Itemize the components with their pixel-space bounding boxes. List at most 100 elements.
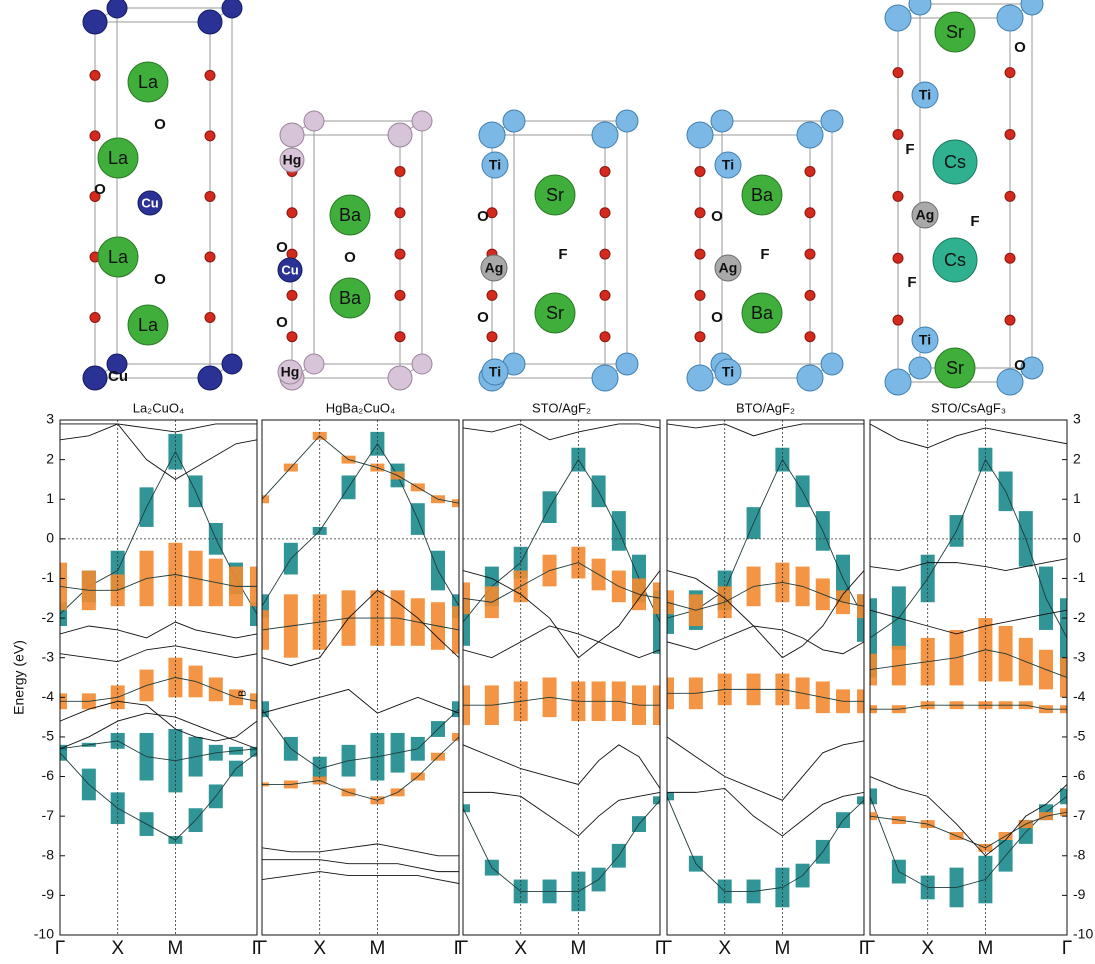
- plot-area: [456, 424, 667, 911]
- oxygen-atom: [205, 131, 215, 141]
- y-tick-label: 3: [46, 411, 54, 427]
- oxygen-atom: [395, 290, 405, 300]
- corner-atom: [885, 369, 911, 395]
- oxygen-atom: [1005, 315, 1015, 325]
- band: [463, 800, 660, 891]
- y-tick-label: -1: [1073, 569, 1086, 585]
- band: [870, 559, 1067, 571]
- atom-label: F: [760, 246, 769, 263]
- y-tick-label: -8: [1073, 846, 1086, 862]
- corner-atom: [616, 353, 638, 375]
- band: [667, 737, 864, 800]
- corner-atom: [592, 365, 618, 391]
- band: [60, 424, 257, 432]
- corner-atom: [909, 0, 931, 15]
- band: [60, 424, 257, 479]
- atom-label: O: [477, 309, 489, 326]
- corner-atom: [83, 366, 107, 390]
- y-tick-label: 0: [46, 530, 54, 546]
- unit-cell-edge: [514, 121, 627, 364]
- y-tick-label: -1: [42, 569, 55, 585]
- y-tick-label: -9: [1073, 886, 1086, 902]
- oxygen-atom: [90, 131, 100, 141]
- band: [463, 626, 660, 658]
- atom-label: O: [154, 116, 166, 133]
- y-tick-label: 2: [1073, 450, 1081, 466]
- corner-atom: [222, 354, 242, 374]
- oxygen-atom: [893, 68, 903, 78]
- band-panel: STO/AgF₂ΓXMΓ: [456, 400, 667, 959]
- x-tick-label: Γ: [865, 938, 875, 959]
- atom-label: Cs: [944, 152, 966, 172]
- atom-label: Ti: [489, 364, 501, 380]
- atom-label: Ba: [339, 288, 362, 308]
- crystal-structure: LaOLaOCuLaOLaCu: [83, 0, 242, 390]
- x-tick-label: Γ: [55, 938, 65, 959]
- band: [463, 424, 660, 440]
- corner-atom: [412, 111, 432, 131]
- corner-atom: [198, 10, 222, 34]
- oxygen-atom: [90, 312, 100, 322]
- unit-cell-edge: [920, 4, 1032, 368]
- y-tick-label: -3: [42, 648, 55, 664]
- y-tick-label: -6: [42, 767, 55, 783]
- oxygen-atom: [287, 249, 297, 259]
- atom-label: Cu: [281, 262, 298, 277]
- annotation: B: [238, 690, 249, 697]
- y-tick-label: -5: [42, 728, 55, 744]
- plot-area: [255, 432, 466, 884]
- y-tick-label: 1: [1073, 490, 1081, 506]
- crystal-structure: TiSrOAgFOSrTi: [477, 110, 638, 391]
- x-tick-label: M: [774, 938, 790, 959]
- atom-label: Ti: [722, 364, 734, 380]
- oxygen-atom: [893, 129, 903, 139]
- plot-area: [863, 424, 1074, 907]
- oxygen-atom: [287, 332, 297, 342]
- y-tick-label: -4: [42, 688, 55, 704]
- atom-label: Sr: [546, 185, 564, 205]
- oxygen-atom: [893, 191, 903, 201]
- oxygen-atom: [287, 208, 297, 218]
- x-tick-label: Γ: [1062, 938, 1072, 959]
- corner-atom: [479, 122, 505, 148]
- panel-frame: [262, 420, 459, 935]
- corner-atom: [1021, 0, 1043, 15]
- oxygen-atom: [287, 290, 297, 300]
- corner-atom: [687, 365, 713, 391]
- oxygen-atom: [395, 208, 405, 218]
- oxygen-atom: [395, 332, 405, 342]
- atom-label: La: [108, 247, 129, 267]
- unit-cell-edge: [314, 121, 422, 364]
- oxygen-atom: [805, 332, 815, 342]
- corner-atom: [821, 110, 843, 132]
- atom-label: O: [1014, 39, 1026, 56]
- y-tick-label: -4: [1073, 688, 1086, 704]
- corner-atom: [592, 122, 618, 148]
- x-tick-label: Γ: [662, 938, 672, 959]
- atom-label: Hg: [283, 152, 302, 168]
- corner-atom: [885, 5, 911, 31]
- oxygen-atom: [1005, 68, 1015, 78]
- oxygen-atom: [695, 290, 705, 300]
- oxygen-atom: [1005, 191, 1015, 201]
- band: [60, 646, 257, 662]
- atom-label: Ti: [722, 157, 734, 173]
- oxygen-atom: [90, 70, 100, 80]
- y-tick-label: -5: [1073, 728, 1086, 744]
- band: [262, 872, 459, 884]
- atom-label: F: [970, 213, 979, 230]
- x-tick-label: X: [921, 938, 934, 959]
- band-panel: HgBa₂CuO₄ΓXMΓ: [255, 400, 466, 959]
- band: [667, 788, 864, 836]
- oxygen-atom: [695, 166, 705, 176]
- band: [262, 689, 459, 713]
- atom-label: Ag: [719, 260, 738, 276]
- corner-atom: [412, 354, 432, 374]
- oxygen-atom: [805, 290, 815, 300]
- corner-atom: [821, 353, 843, 375]
- atom-label: Cu: [141, 195, 158, 210]
- oxygen-atom: [695, 249, 705, 259]
- band: [463, 745, 660, 789]
